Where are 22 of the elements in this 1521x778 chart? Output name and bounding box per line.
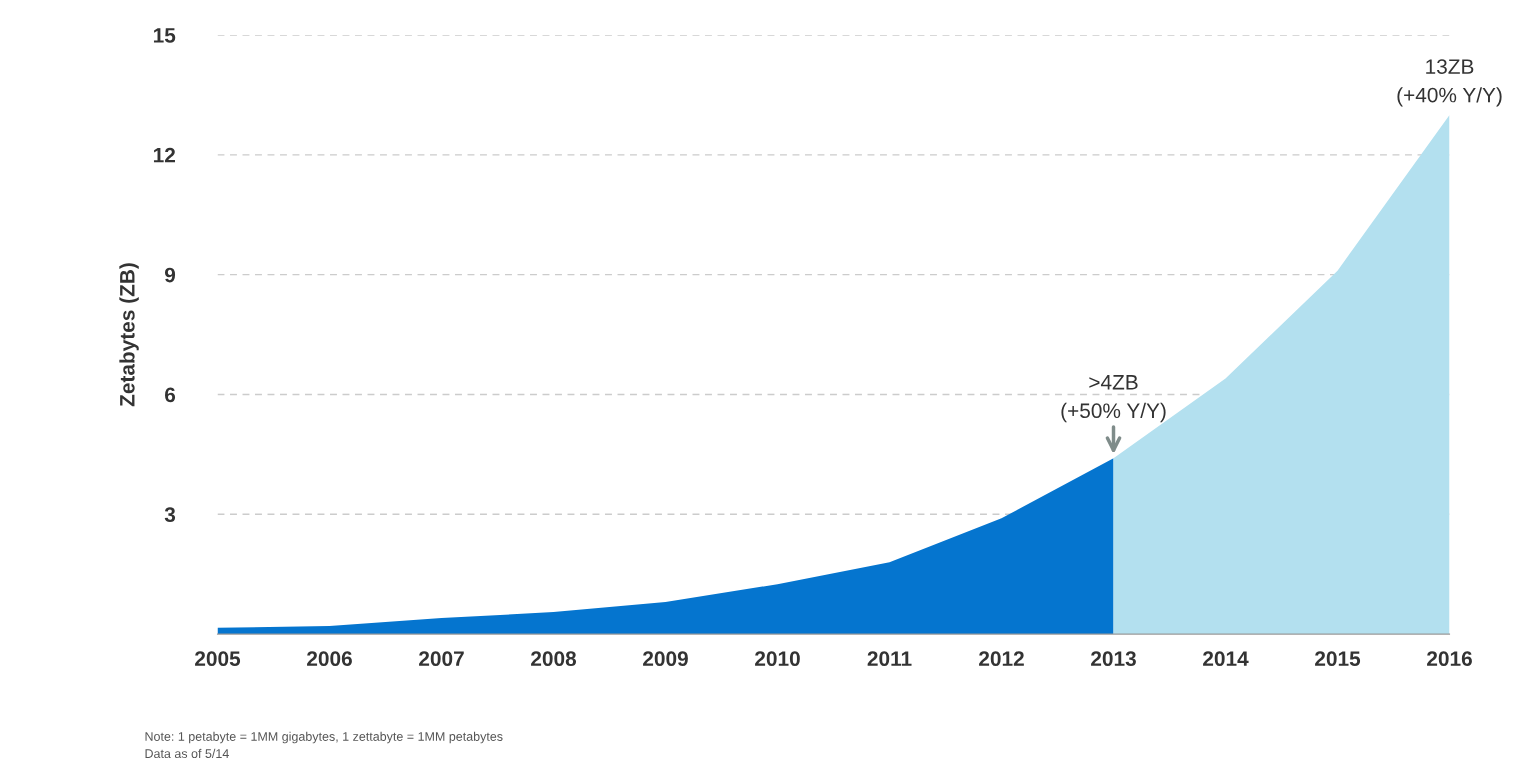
x-tick-label: 2007 [419,651,464,667]
annotation: 13ZB (+40% Y/Y) [1397,59,1502,107]
annotation: >4ZB (+50% Y/Y) [1061,375,1166,423]
x-tick-label: 2006 [307,651,352,667]
y-tick-label: 9 [164,267,176,283]
y-tick-label: 3 [164,507,176,523]
y-tick-label: 15 [153,28,176,43]
x-tick-label: 2016 [1427,651,1472,667]
text: Data as of 5/14 [145,748,229,759]
y-tick-label: 12 [153,147,175,163]
x-tick-label: 2008 [531,651,577,667]
x-tick-label: 2012 [979,651,1024,667]
x-tick-label: 2005 [195,651,241,667]
x-tick-label: 2009 [643,651,688,667]
x-tick-label: 2015 [1315,651,1361,667]
x-tick-label: 2013 [1091,651,1136,667]
x-tick-label: 2011 [867,651,912,667]
y-axis-title: Zetabytes (ZB) [119,263,139,407]
x-tick-label: 2010 [755,651,800,667]
x-tick-label: 2014 [1203,651,1249,667]
y-tick-label: 6 [165,387,176,403]
text: Note: 1 petabyte = 1MM gigabytes, 1 zettabyte = 1MM petabytes [145,731,503,744]
